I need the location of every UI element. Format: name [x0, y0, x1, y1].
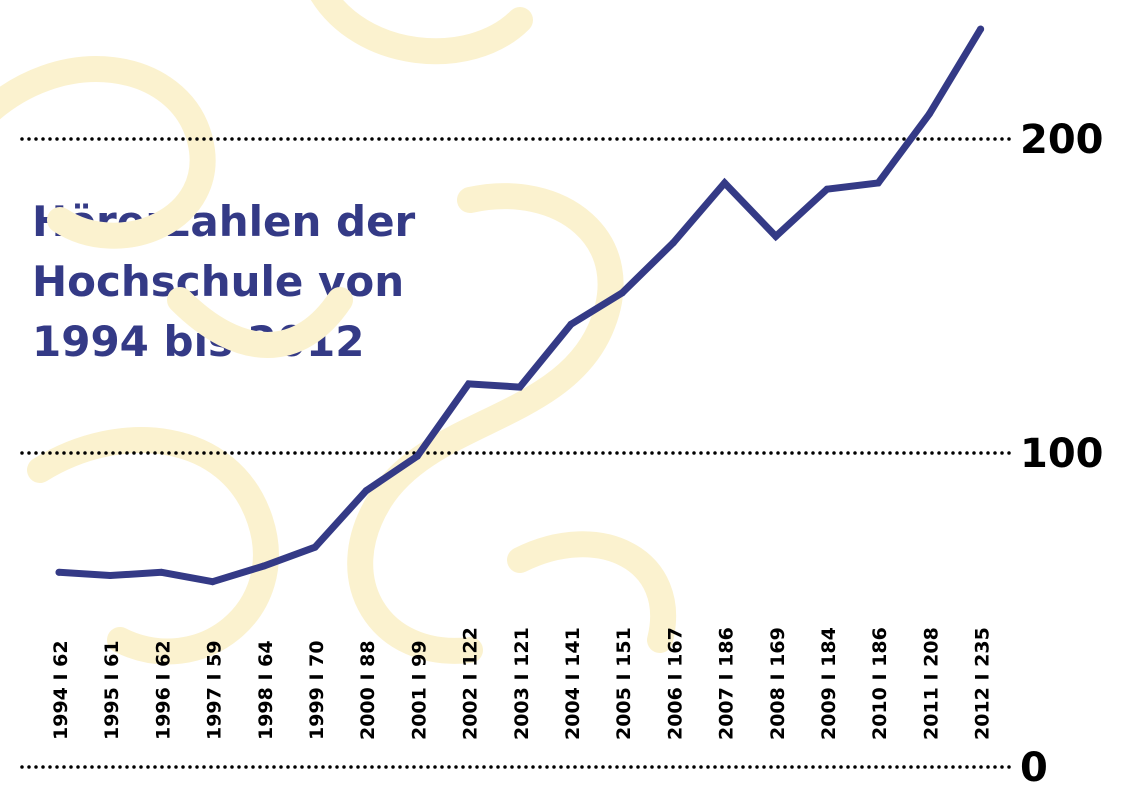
x-tick-label: 2002 I 122	[460, 627, 482, 740]
watermark-stroke-4	[507, 531, 677, 653]
data-point	[55, 568, 63, 576]
data-point	[618, 289, 626, 297]
x-tick-label: 2007 I 186	[716, 627, 738, 740]
x-tick-label: 2008 I 169	[767, 627, 789, 740]
x-tick-label: 1996 I 62	[152, 640, 174, 740]
x-tick-label: 2001 I 99	[408, 640, 430, 740]
watermark-stroke-0	[0, 56, 216, 249]
data-point	[874, 179, 882, 187]
series	[55, 25, 985, 586]
x-tick-label: 2010 I 186	[869, 627, 891, 740]
data-point	[465, 380, 473, 388]
watermark-stroke-2	[347, 183, 624, 664]
data-point	[669, 239, 677, 247]
data-point	[516, 383, 524, 391]
watermark-stroke-1	[311, 0, 533, 65]
x-tick-label: 1997 I 59	[204, 640, 226, 740]
x-tick-label: 2012 I 235	[972, 627, 994, 740]
x-tick-label: 1994 I 62	[50, 640, 72, 740]
y-tick-label: 200	[1020, 117, 1104, 163]
x-tick-label: 2000 I 88	[357, 640, 379, 740]
x-tick-label: 1999 I 70	[306, 640, 328, 740]
data-point	[106, 571, 114, 579]
data-point	[413, 452, 421, 460]
x-tick-label: 2009 I 184	[818, 627, 840, 740]
watermark-stroke-3	[27, 427, 279, 665]
data-point	[311, 543, 319, 551]
background-watermark	[0, 0, 677, 665]
data-point	[925, 110, 933, 118]
data-point	[772, 232, 780, 240]
x-tick-label: 2003 I 121	[511, 627, 533, 740]
x-tick-label: 2004 I 141	[562, 627, 584, 740]
data-point	[823, 185, 831, 193]
data-point	[567, 320, 575, 328]
watermark-stroke-5	[167, 287, 353, 358]
data-point	[260, 562, 268, 570]
x-tick-label: 1995 I 61	[101, 640, 123, 740]
x-tick-label: 1998 I 64	[255, 640, 277, 740]
y-tick-label: 0	[1020, 745, 1048, 791]
y-tick-label: 100	[1020, 431, 1104, 477]
x-axis-ticks: 1994 I 62 1995 I 61 1996 I 62 1997 I 59 1998…	[50, 627, 994, 740]
data-point	[362, 487, 370, 495]
x-tick-label: 2011 I 208	[920, 627, 942, 740]
x-tick-label: 2006 I 167	[664, 627, 686, 740]
data-point	[209, 578, 217, 586]
data-point	[977, 25, 985, 33]
x-tick-label: 2005 I 151	[613, 627, 635, 740]
data-point	[721, 179, 729, 187]
data-point	[157, 568, 165, 576]
y-axis-ticks: 0 100 200	[1020, 117, 1104, 791]
